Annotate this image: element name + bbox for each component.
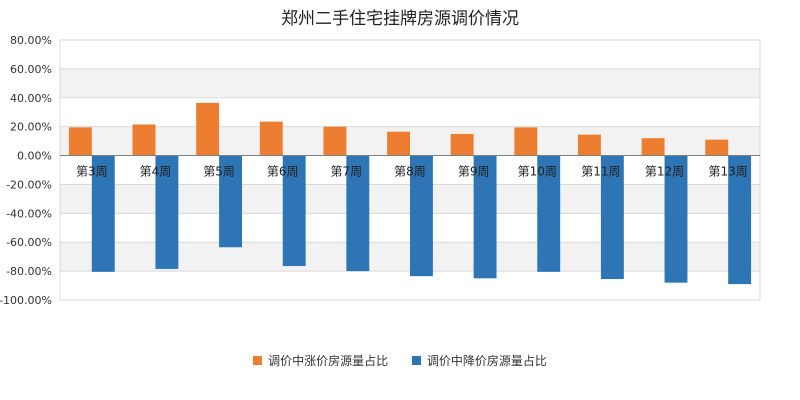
y-tick-label: -40.00% (6, 207, 52, 220)
plot-frame (59, 39, 761, 301)
legend: 调价中涨价房源量占比 调价中降价房源量占比 (0, 352, 800, 369)
bar-fall (155, 155, 179, 269)
bar-rise (641, 138, 665, 156)
legend-label-fall: 调价中降价房源量占比 (426, 354, 547, 368)
bar-rise (705, 139, 729, 156)
y-tick-label: -100.00% (0, 294, 52, 307)
y-tick-label: -80.00% (6, 265, 52, 278)
bar-fall (91, 155, 115, 272)
x-tick-label: 第11周 (581, 165, 620, 179)
bar-rise (68, 127, 92, 156)
legend-swatch-fall (411, 356, 421, 365)
bar-fall (410, 155, 433, 277)
bar-rise (323, 126, 347, 156)
bar-fall (282, 155, 306, 267)
bar-rise (196, 102, 220, 156)
bar-rise (132, 124, 156, 156)
legend-label-rise: 调价中涨价房源量占比 (268, 354, 389, 368)
y-tick-label: 0.00% (17, 150, 52, 163)
bar-fall (664, 155, 688, 283)
x-tick-label: 第6周 (267, 165, 299, 179)
legend-swatch-rise (253, 356, 263, 365)
x-tick-label: 第10周 (518, 165, 557, 179)
bar-rise (514, 127, 538, 156)
y-tick-label: -20.00% (6, 178, 52, 191)
x-tick-label: 第3周 (76, 165, 108, 179)
bar-fall (537, 155, 561, 272)
grid-band (60, 68, 760, 98)
y-tick-label: 60.00% (10, 63, 52, 76)
y-tick-label: -60.00% (6, 236, 52, 249)
y-tick-label: 80.00% (10, 34, 52, 47)
x-tick-label: 第7周 (331, 165, 363, 179)
x-tick-label: 第13周 (709, 165, 748, 179)
bar-rise (450, 133, 474, 156)
bar-rise (578, 134, 601, 156)
x-tick-label: 第5周 (203, 165, 235, 179)
legend-item-fall: 调价中降价房源量占比 (411, 352, 547, 369)
bar-fall (219, 155, 242, 248)
x-tick-label: 第9周 (458, 165, 490, 179)
bar-fall (473, 155, 497, 279)
x-tick-label: 第4周 (140, 165, 172, 179)
y-tick-label: 20.00% (10, 121, 52, 134)
bar-rise (259, 121, 283, 156)
bar-fall (728, 155, 752, 285)
x-tick-label: 第12周 (645, 165, 684, 179)
bar-rise (387, 131, 410, 156)
y-tick-label: 40.00% (10, 92, 52, 105)
chart-title: 郑州二手住宅挂牌房源调价情况 (281, 9, 519, 29)
bar-fall (346, 155, 370, 272)
legend-item-rise: 调价中涨价房源量占比 (253, 352, 388, 369)
bar-fall (600, 155, 624, 280)
x-tick-label: 第8周 (394, 165, 426, 179)
